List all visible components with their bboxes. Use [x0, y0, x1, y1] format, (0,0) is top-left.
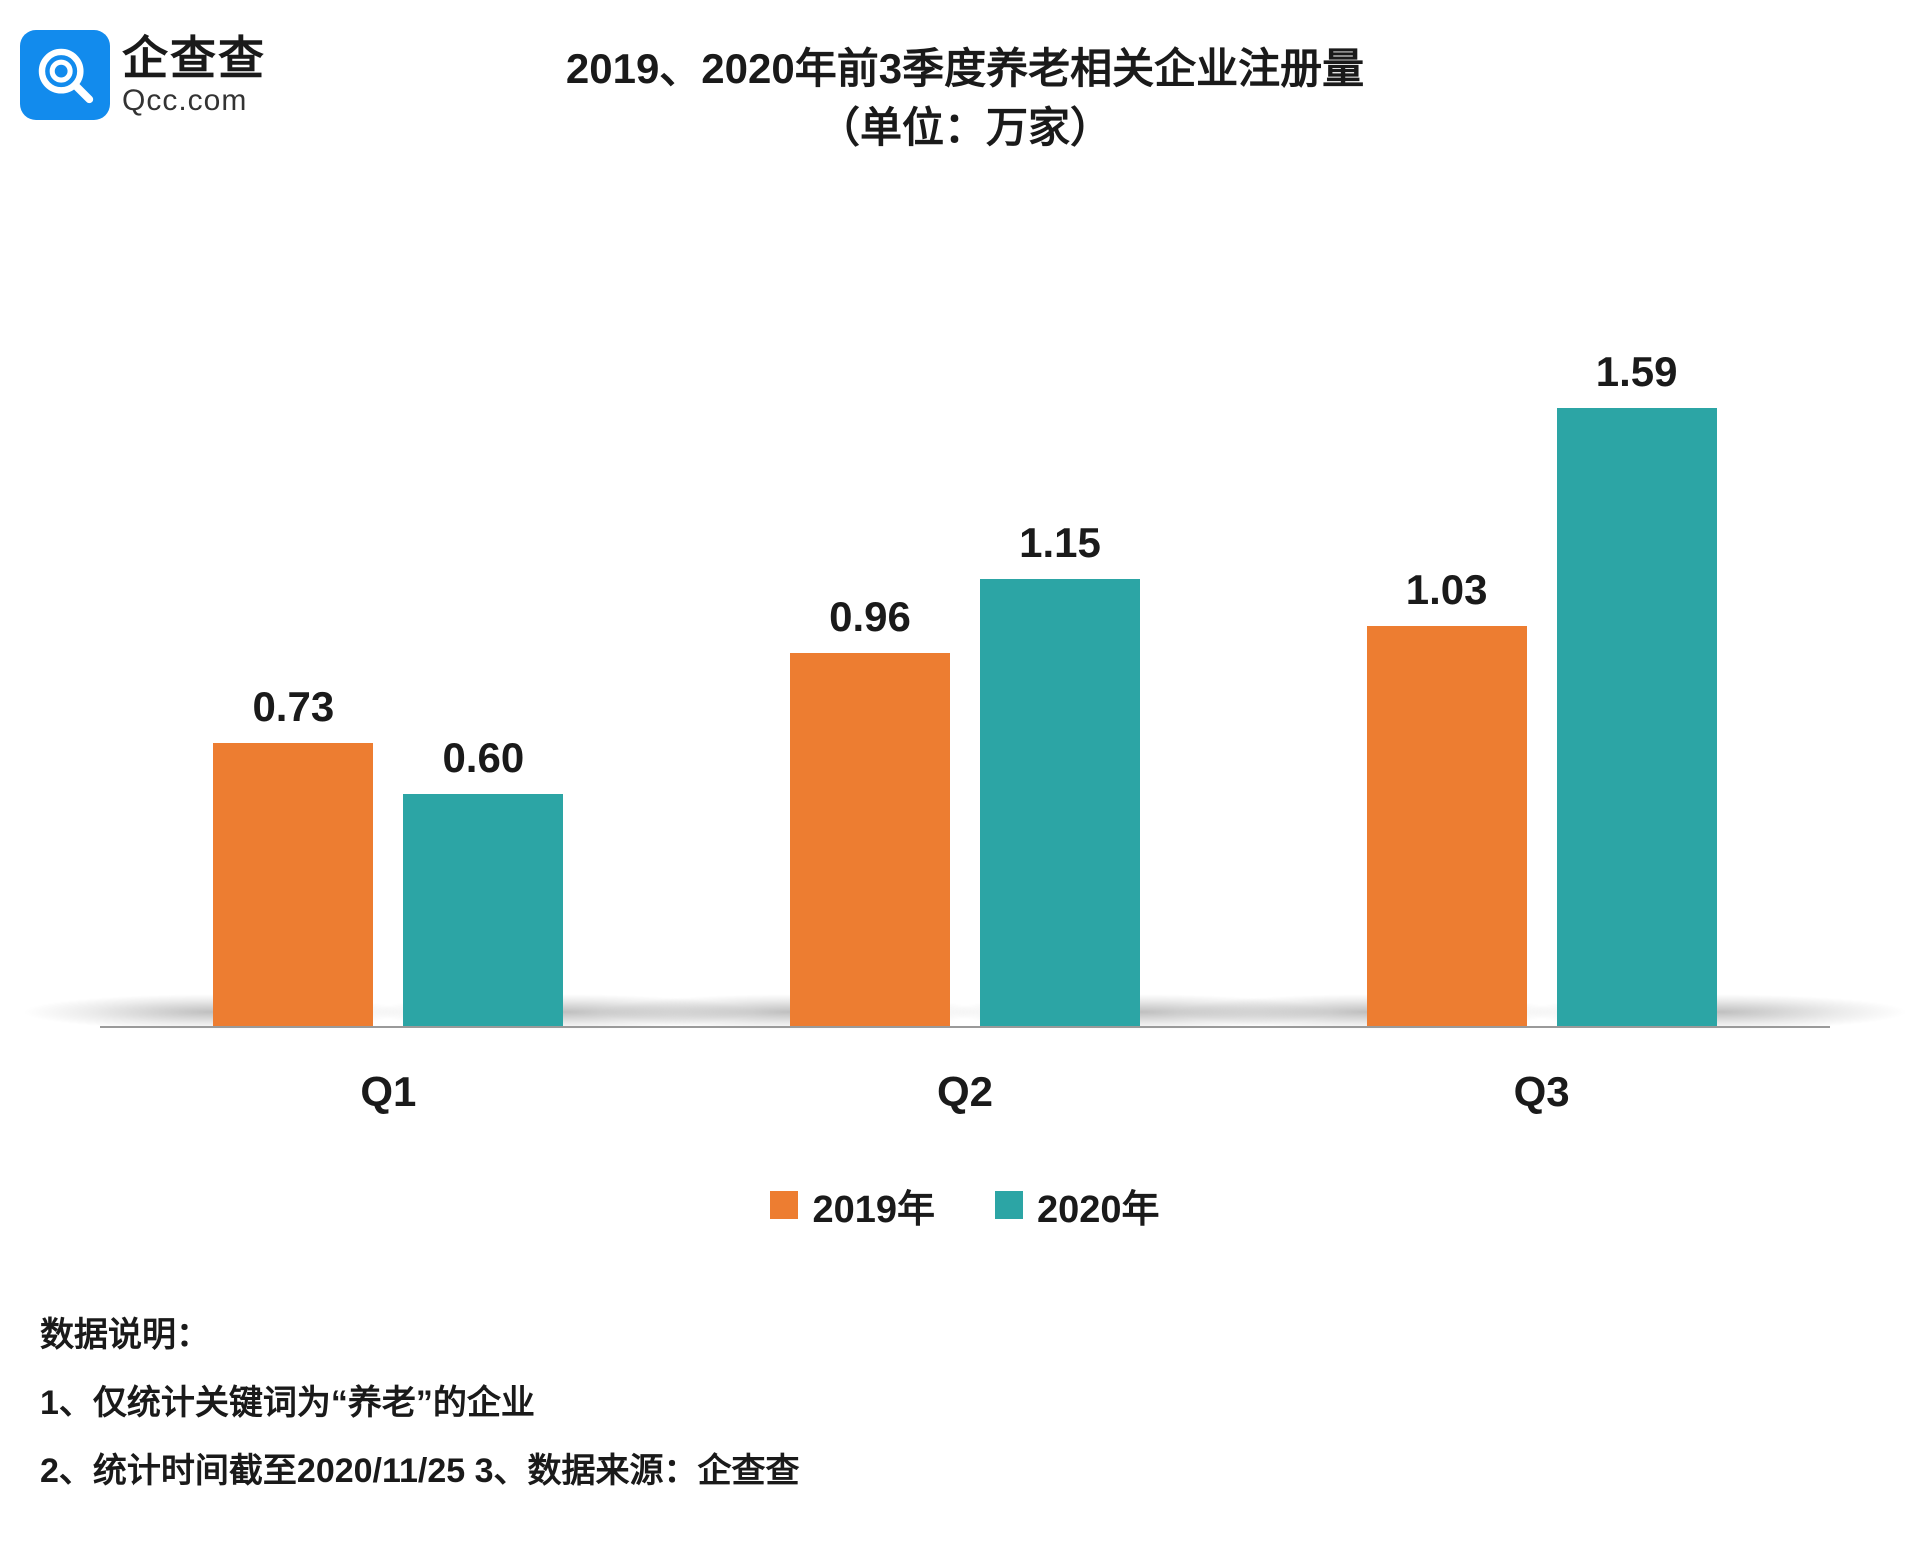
bar-value-label: 0.96: [829, 593, 911, 641]
legend-item: 2020年: [995, 1178, 1160, 1233]
bar: 1.59: [1557, 408, 1717, 1028]
bar: 0.60: [403, 794, 563, 1028]
bar-wrap: 1.03: [1367, 626, 1527, 1028]
x-axis-label: Q1: [360, 1068, 416, 1116]
legend-item: 2019年: [770, 1178, 935, 1233]
notes-line-2: 2、统计时间截至2020/11/25 3、数据来源：企查查: [40, 1437, 800, 1505]
bar: 0.73: [213, 743, 373, 1028]
chart-container: 企查查 Qcc.com 2019、2020年前3季度养老相关企业注册量 （单位：…: [0, 0, 1930, 1545]
legend-label: 2019年: [812, 1178, 935, 1233]
bar-value-label: 1.15: [1019, 519, 1101, 567]
bar-value-label: 0.60: [442, 734, 524, 782]
x-axis-baseline: [100, 1026, 1830, 1028]
x-axis-label: Q2: [937, 1068, 993, 1116]
legend-swatch-icon: [995, 1191, 1023, 1219]
legend-label: 2020年: [1037, 1178, 1160, 1233]
title-line-2: （单位：万家）: [40, 99, 1890, 158]
title-line-1: 2019、2020年前3季度养老相关企业注册量: [40, 40, 1890, 99]
bar: 1.15: [980, 579, 1140, 1027]
bar-wrap: 1.59: [1557, 408, 1717, 1028]
logo-text: 企查查 Qcc.com: [122, 33, 266, 117]
bar-value-label: 1.59: [1596, 348, 1678, 396]
x-axis-label: Q3: [1514, 1068, 1570, 1116]
bar-wrap: 0.96: [790, 653, 950, 1027]
bar: 0.96: [790, 653, 950, 1027]
logo-badge-icon: [20, 30, 110, 120]
logo: 企查查 Qcc.com: [20, 30, 266, 120]
bar-wrap: 0.73: [213, 743, 373, 1028]
bar-wrap: 0.60: [403, 794, 563, 1028]
bar: 1.03: [1367, 626, 1527, 1028]
logo-en: Qcc.com: [122, 84, 266, 117]
data-notes: 数据说明： 1、仅统计关键词为“养老”的企业 2、统计时间截至2020/11/2…: [40, 1301, 800, 1505]
legend-swatch-icon: [770, 1191, 798, 1219]
bar-group: 1.031.59: [1367, 408, 1717, 1028]
notes-line-1: 1、仅统计关键词为“养老”的企业: [40, 1369, 800, 1437]
chart-title: 2019、2020年前3季度养老相关企业注册量 （单位：万家）: [40, 40, 1890, 158]
bar-group: 0.730.60: [213, 743, 563, 1028]
legend: 2019年 2020年: [40, 1178, 1890, 1233]
chart-plot-area: 0.730.600.961.151.031.59 Q1Q2Q3: [100, 248, 1830, 1028]
bar-value-label: 1.03: [1406, 566, 1488, 614]
bar-value-label: 0.73: [252, 683, 334, 731]
logo-cn: 企查查: [122, 33, 266, 84]
bar-group: 0.961.15: [790, 579, 1140, 1027]
bar-groups: 0.730.600.961.151.031.59: [100, 248, 1830, 1028]
bar-wrap: 1.15: [980, 579, 1140, 1027]
notes-header: 数据说明：: [40, 1301, 800, 1369]
x-axis-labels: Q1 Q2 Q3: [100, 1068, 1830, 1116]
